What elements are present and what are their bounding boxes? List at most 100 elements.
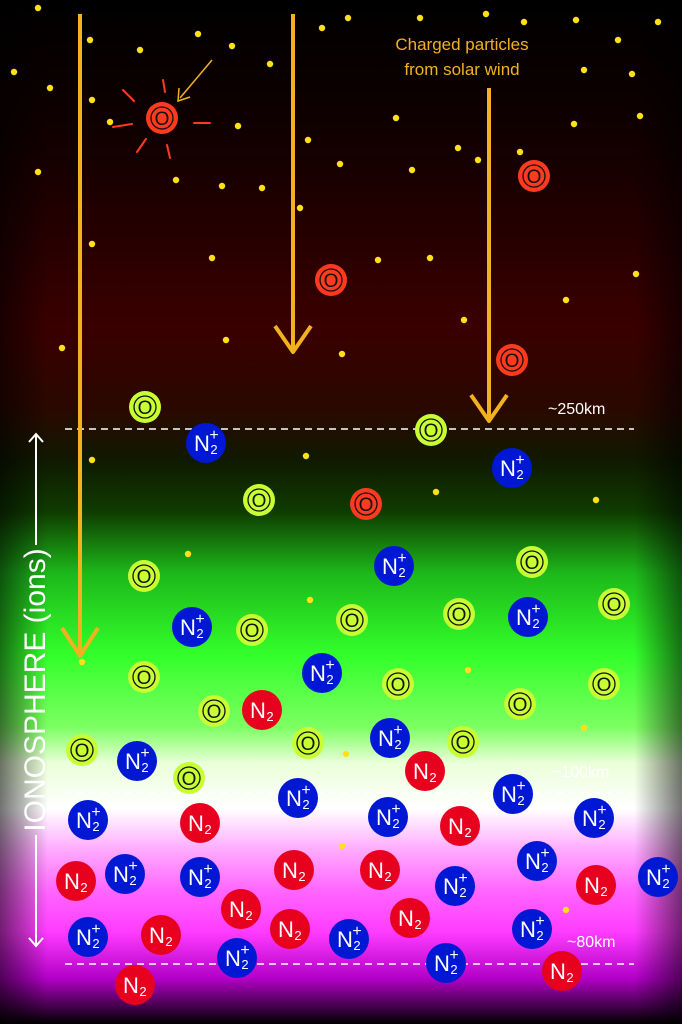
charge-label: +: [397, 550, 406, 567]
oxygen-atom-red: O: [518, 160, 550, 192]
charge-label: +: [203, 861, 212, 878]
subscript-label: 2: [204, 876, 211, 891]
oxygen-label: O: [252, 491, 267, 512]
charge-label: +: [91, 804, 100, 821]
nitrogen-label: N: [188, 865, 204, 890]
charge-label: +: [195, 611, 204, 628]
subscript-label: 2: [80, 880, 87, 895]
nitrogen-label: N: [282, 858, 298, 883]
subscript-label: 2: [241, 957, 248, 972]
label-80km: ~80km: [567, 934, 615, 951]
subscript-label: 2: [398, 565, 405, 580]
subscript-label: 2: [294, 928, 301, 943]
charged-particle-dot: [222, 336, 230, 344]
solar-wind-arrowhead: [469, 393, 509, 423]
label-100km: ~100km: [552, 764, 609, 781]
nitrogen-ion-molecule: N 2+: [370, 718, 410, 758]
nitrogen-ion-molecule: N 2+: [492, 448, 532, 488]
oxygen-label: O: [505, 351, 520, 372]
charged-particle-dot: [628, 70, 636, 78]
oxygen-atom-green: O: [598, 588, 630, 620]
oxygen-label: O: [345, 611, 360, 632]
charged-particle-dot: [464, 666, 472, 674]
charged-particle-dot: [302, 452, 310, 460]
subscript-label: 2: [302, 797, 309, 812]
nitrogen-ion-molecule: N 2+: [105, 854, 145, 894]
pointer-arrow: [179, 59, 213, 99]
oxygen-atom-green: O: [292, 727, 324, 759]
label-250km: ~250km: [548, 401, 605, 418]
subscript-label: 2: [384, 869, 391, 884]
charged-particle-dot: [304, 136, 312, 144]
oxygen-atom-green: O: [382, 668, 414, 700]
charged-particle-dot: [296, 204, 304, 212]
nitrogen-ion-molecule: N 2+: [493, 774, 533, 814]
oxygen-atom-green: O: [128, 560, 160, 592]
caption-line1: Charged particles: [395, 35, 528, 54]
charged-particle-dot: [184, 550, 192, 558]
nitrogen-label: N: [310, 661, 326, 686]
oxygen-label: O: [527, 167, 542, 188]
oxygen-atom-green: O: [66, 734, 98, 766]
charged-particle-dot: [336, 160, 344, 168]
nitrogen-label: N: [413, 759, 429, 784]
oxygen-atom-green: O: [447, 726, 479, 758]
subscript-label: 2: [92, 936, 99, 951]
charged-particle-dot: [88, 96, 96, 104]
charge-label: +: [128, 858, 137, 875]
subscript-label: 2: [541, 860, 548, 875]
charged-particle-dot: [136, 46, 144, 54]
subscript-label: 2: [532, 616, 539, 631]
nitrogen-ion-molecule: N 2+: [180, 857, 220, 897]
nitrogen-label: N: [278, 917, 294, 942]
charged-particle-dot: [228, 42, 236, 50]
oxygen-label: O: [207, 702, 222, 723]
pointer-arrowhead: [177, 87, 191, 103]
subscript-label: 2: [516, 467, 523, 482]
nitrogen-ion-molecule: N 2+: [68, 800, 108, 840]
nitrogen-ion-molecule: N 2+: [517, 841, 557, 881]
charged-particle-dot: [194, 30, 202, 38]
charged-particle-dot: [520, 18, 528, 26]
nitrogen-ion-molecule: N 2+: [435, 866, 475, 906]
nitrogen-label: N: [500, 456, 516, 481]
nitrogen-label: N: [180, 615, 196, 640]
solar-wind-arrows: [60, 14, 509, 658]
subscript-label: 2: [353, 938, 360, 953]
nitrogen-label: N: [250, 698, 266, 723]
nitrogen-label: N: [64, 869, 80, 894]
charged-particle-dot: [572, 16, 580, 24]
charged-particle-dot: [592, 496, 600, 504]
charged-particle-dot: [580, 66, 588, 74]
charge-label: +: [516, 778, 525, 795]
nitrogen-ion-molecule: N 2+: [68, 917, 108, 957]
subscript-label: 2: [414, 917, 421, 932]
charged-particle-dot: [426, 254, 434, 262]
charge-label: +: [240, 942, 249, 959]
subscript-label: 2: [141, 760, 148, 775]
nitrogen-label: N: [398, 906, 414, 931]
charge-label: +: [515, 452, 524, 469]
nitrogen-label: N: [194, 431, 210, 456]
charged-particle-dot: [266, 60, 274, 68]
charged-particle-dot: [482, 10, 490, 18]
subscript-label: 2: [139, 984, 146, 999]
charged-particle-dot: [172, 176, 180, 184]
subscript-label: 2: [394, 737, 401, 752]
subscript-label: 2: [266, 709, 273, 724]
charged-particle-dot: [106, 118, 114, 126]
charged-particle-dot: [208, 254, 216, 262]
ionosphere-label-group: IONOSPHERE (ions): [19, 432, 52, 948]
nitrogen-label: N: [76, 925, 92, 950]
nitrogen-label: N: [584, 873, 600, 898]
